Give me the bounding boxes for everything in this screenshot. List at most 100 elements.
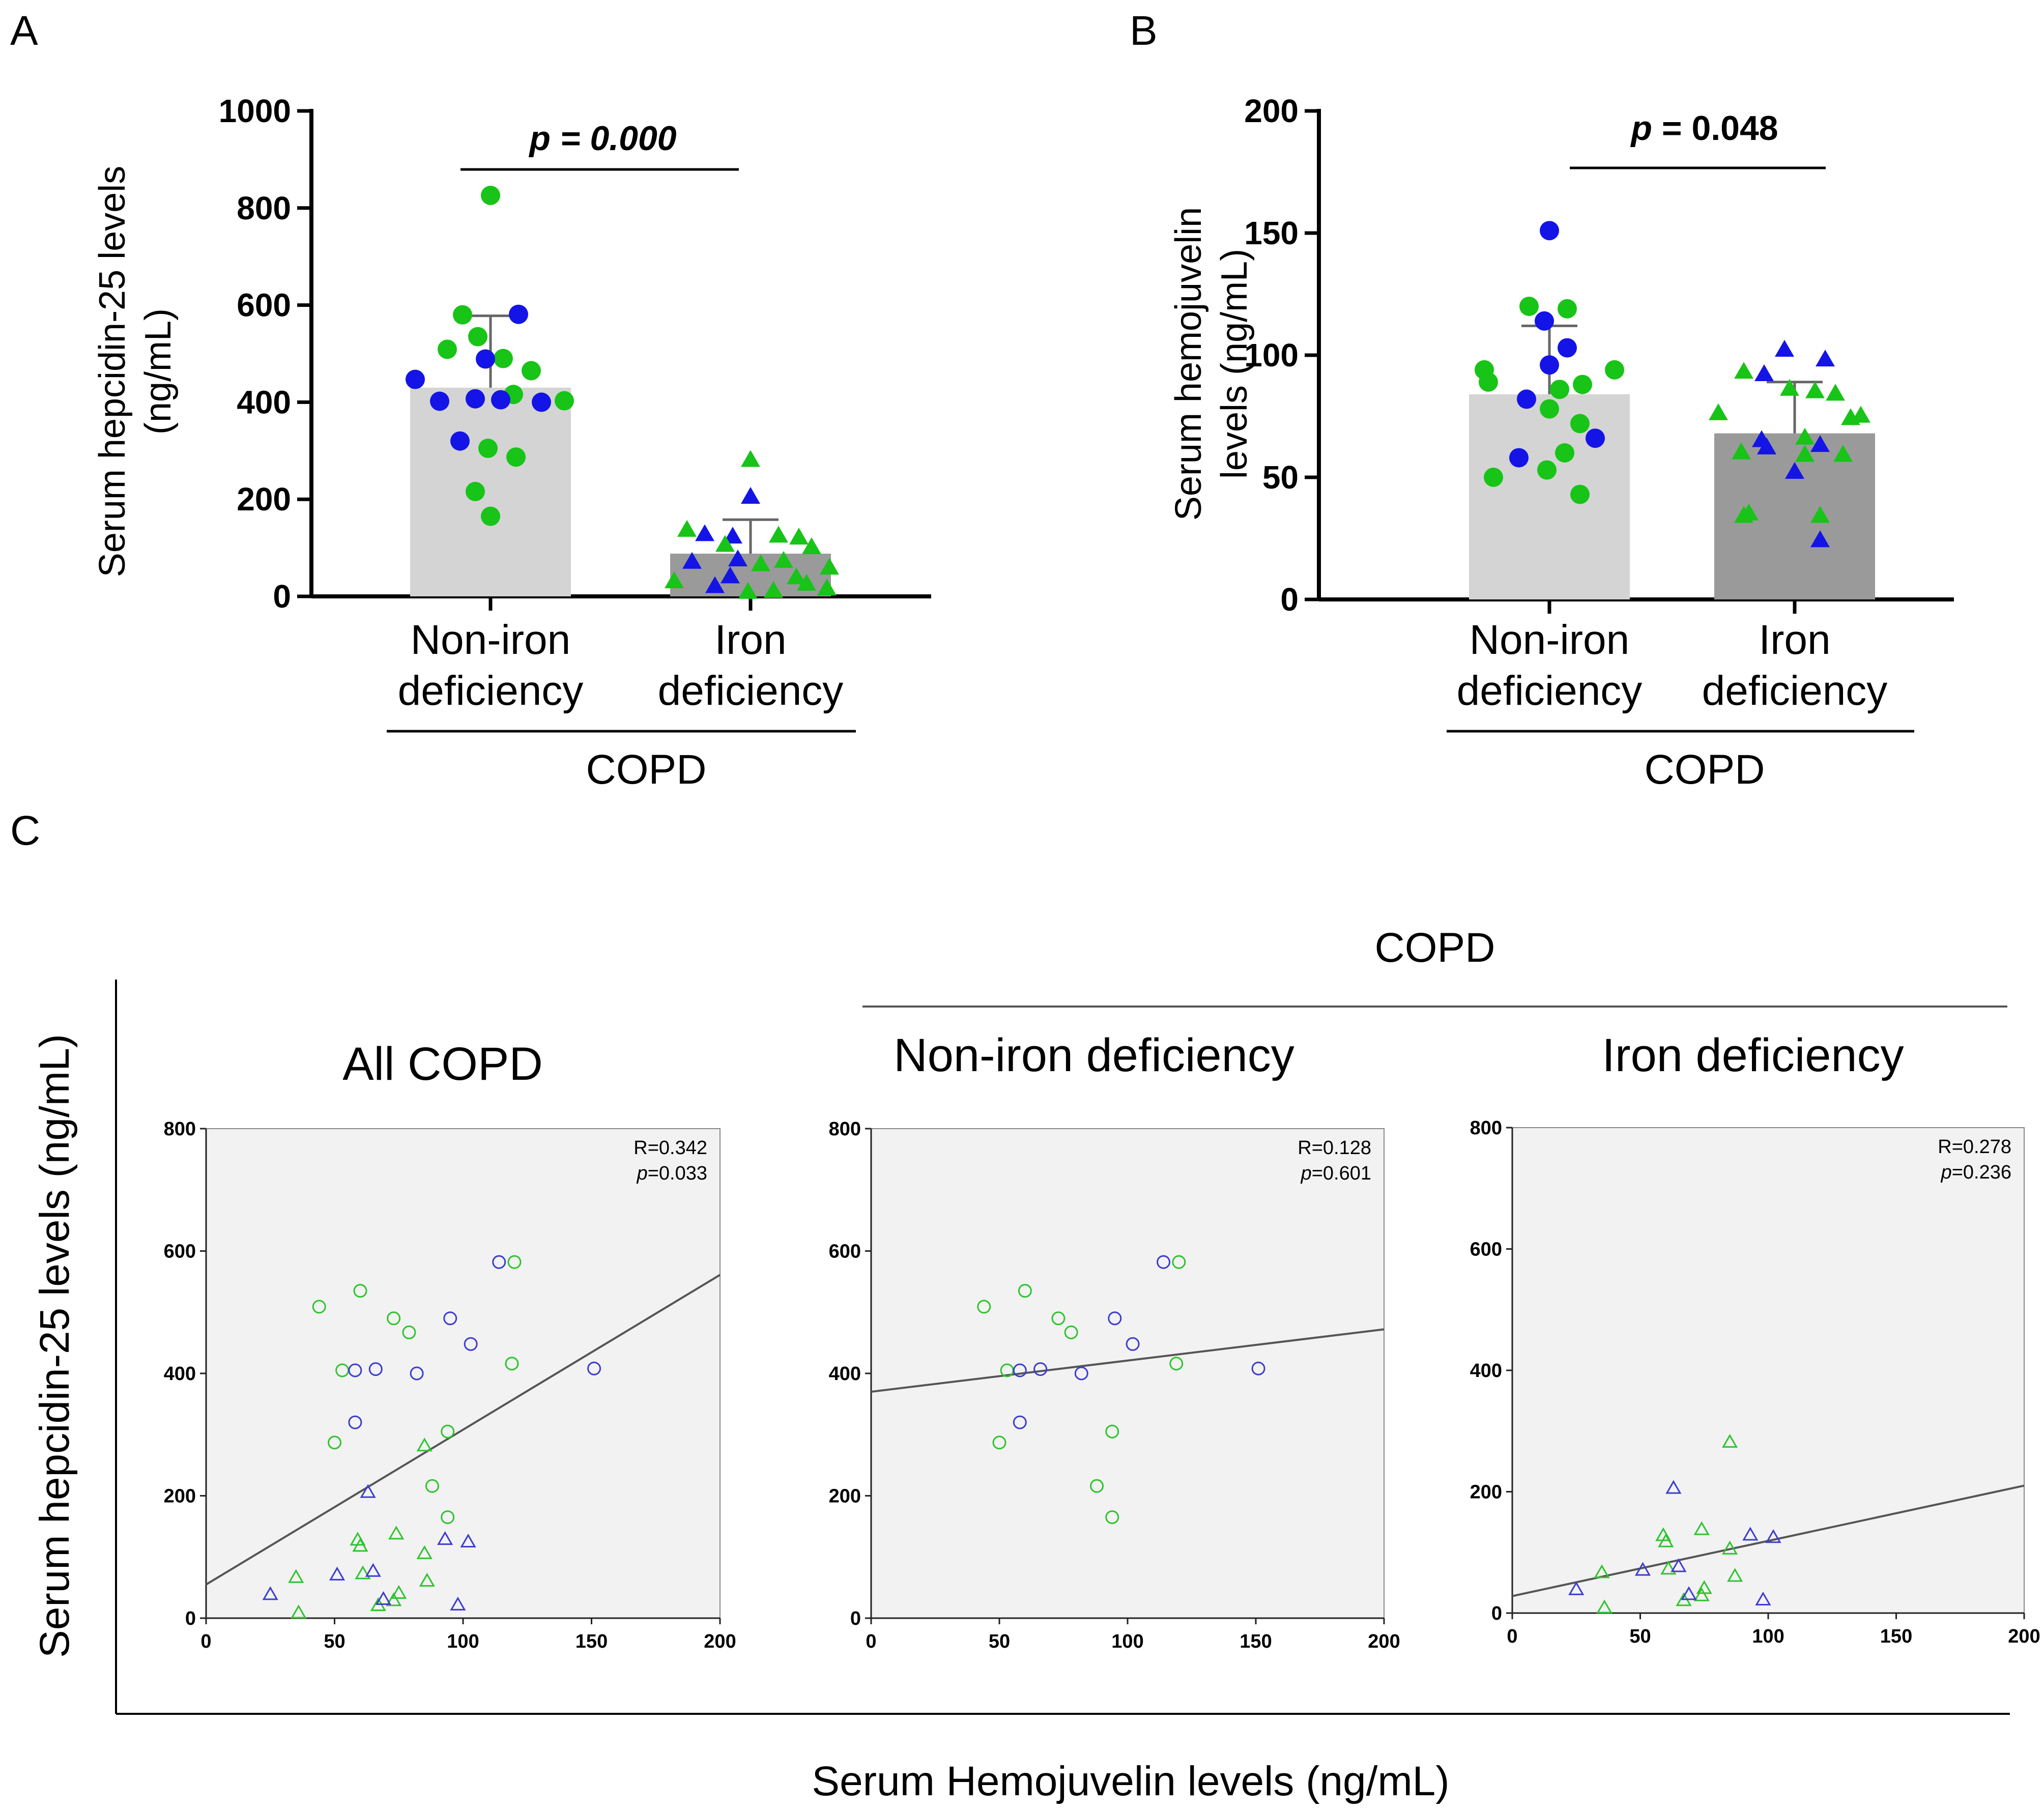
subplot-all-copd-point-triangle bbox=[262, 1586, 278, 1600]
subplot-all-copd-point-triangle bbox=[291, 1604, 307, 1619]
panel-a-ylabel-line2: (ng/mL) bbox=[138, 308, 179, 435]
subplot-all-copd-point-triangle bbox=[460, 1533, 476, 1547]
panel-a-point-group2 bbox=[723, 527, 742, 544]
panel-a-point-group1 bbox=[406, 369, 425, 389]
panel-a-point-group1 bbox=[522, 361, 541, 381]
subplot-non-iron-point-circle bbox=[1018, 1284, 1032, 1298]
panel-b-point-group1 bbox=[1573, 375, 1592, 394]
panel-a-bar-1 bbox=[410, 387, 571, 596]
panel-a-point-group1 bbox=[494, 349, 513, 368]
panel-a-point-group2 bbox=[665, 571, 684, 588]
subplot-all-copd-point-circle bbox=[348, 1415, 362, 1429]
panel-b-point-group2 bbox=[1709, 403, 1728, 420]
panel-a-point-group2 bbox=[817, 579, 837, 596]
subplot-all-copd-point-triangle bbox=[437, 1531, 453, 1545]
panel-letter-b: B bbox=[1130, 8, 1158, 54]
subplot-all-copd-ytick-label: 600 bbox=[164, 1241, 196, 1262]
panel-a-point-group2 bbox=[705, 576, 725, 593]
subplot-non-iron-r-value: R=0.128 bbox=[1298, 1137, 1371, 1159]
panel-b-bar-chart: Serum hemojuvelin levels (ng/mL) p = 0.0… bbox=[1168, 93, 1954, 793]
subplot-iron-point-triangle bbox=[1658, 1533, 1674, 1547]
subplot-non-iron-xtick-label: 200 bbox=[1368, 1631, 1400, 1652]
panel-b-point-group2 bbox=[1816, 350, 1835, 367]
subplot-all-copd-point-circle bbox=[492, 1255, 506, 1269]
subplot-non-iron-point-circle bbox=[1172, 1255, 1186, 1269]
subplot-non-iron-xtick-label: 0 bbox=[866, 1631, 876, 1652]
panel-a-point-group1 bbox=[506, 447, 526, 467]
subplot-all-copd-point-triangle bbox=[386, 1592, 402, 1606]
subplot-all-copd-point-circle bbox=[312, 1300, 326, 1314]
panel-a-point-group2 bbox=[721, 566, 740, 584]
panel-a-pvalue: p = 0.000 bbox=[528, 119, 676, 158]
subplot-iron-xtick-label: 150 bbox=[1880, 1626, 1912, 1647]
subplot-all-copd-point-triangle bbox=[355, 1565, 371, 1579]
panel-b-point-group1 bbox=[1484, 468, 1503, 487]
subplot-all-copd-point-triangle bbox=[419, 1572, 435, 1587]
subplot-non-iron-plot-area bbox=[871, 1128, 1385, 1619]
subplot-all-copd-point-circle bbox=[402, 1325, 416, 1339]
subplot-iron-ytick-label: 0 bbox=[1491, 1603, 1502, 1624]
panel-b-point-group2 bbox=[1833, 445, 1853, 462]
panel-a-point-group2 bbox=[769, 526, 788, 543]
subplot-iron-point-triangle bbox=[1568, 1581, 1585, 1595]
panel-b-point-group2 bbox=[1795, 427, 1815, 445]
subplot-non-iron-ytick-label: 200 bbox=[829, 1486, 861, 1507]
panel-a-point-group2 bbox=[797, 573, 816, 591]
panel-a-ytick-label: 0 bbox=[273, 578, 291, 615]
panel-b-cat1-line2: deficiency bbox=[1457, 668, 1643, 714]
panel-b-ytick-label: 150 bbox=[1244, 215, 1299, 251]
subplot-iron-ytick-label: 800 bbox=[1470, 1117, 1502, 1139]
panel-b-point-group1 bbox=[1586, 428, 1605, 448]
subplot-iron-p-value: p=0.236 bbox=[1941, 1162, 2011, 1183]
panel-b-cat2-line2: deficiency bbox=[1702, 668, 1888, 714]
subplot-iron-ytick-label: 600 bbox=[1470, 1239, 1502, 1260]
panel-a-point-group1 bbox=[481, 506, 500, 526]
panel-b-point-group2 bbox=[1775, 339, 1794, 357]
subplot-non-iron-point-circle bbox=[1108, 1311, 1122, 1326]
panel-a-point-group1 bbox=[509, 304, 528, 324]
subplot-all-copd-point-circle bbox=[328, 1435, 341, 1450]
subplot-all-copd-point-triangle bbox=[352, 1538, 368, 1552]
panel-a-point-group1 bbox=[468, 327, 487, 347]
subplot-iron-point-triangle bbox=[1596, 1599, 1613, 1614]
subplot-non-iron-p-value: p=0.601 bbox=[1301, 1163, 1371, 1184]
panel-a-point-group1 bbox=[532, 392, 551, 412]
subplot-non-iron-point-circle bbox=[992, 1435, 1006, 1450]
subplot-non-iron-xtick-label: 150 bbox=[1240, 1631, 1272, 1652]
panel-c-ylabel: Serum hepcidin-25 levels (ng/mL) bbox=[32, 1034, 78, 1658]
subplot-all-copd-point-circle bbox=[353, 1284, 367, 1298]
panel-b-ytick-label: 100 bbox=[1244, 337, 1299, 374]
subplot-all-copd-point-circle bbox=[587, 1361, 601, 1375]
panel-b-point-group2 bbox=[1805, 381, 1825, 398]
subplot-non-iron-xtick-label: 50 bbox=[989, 1631, 1010, 1652]
subplot-all-copd-point-triangle bbox=[416, 1545, 433, 1559]
panel-a-ylabel-line1: Serum hepcidin-25 levels bbox=[92, 166, 133, 577]
panel-letter-c: C bbox=[10, 808, 40, 854]
subplot-iron-point-triangle bbox=[1721, 1433, 1738, 1448]
subplot-non-iron-point-circle bbox=[1090, 1479, 1104, 1493]
panel-a-ytick-label: 200 bbox=[237, 481, 291, 518]
panel-b-ytick-label: 200 bbox=[1244, 93, 1299, 129]
subplot-all-copd-point-triangle bbox=[288, 1569, 304, 1583]
panel-a-cat2-line1: Iron bbox=[714, 617, 786, 663]
panel-a-point-group2 bbox=[728, 549, 747, 567]
subplot-non-iron-xtick-label: 100 bbox=[1111, 1631, 1143, 1652]
panel-b-group-label: COPD bbox=[1645, 746, 1765, 793]
panel-b-ylabel-line1: Serum hemojuvelin bbox=[1168, 207, 1209, 521]
subplot-all-copd-point-circle bbox=[505, 1357, 519, 1371]
panel-a-point-group2 bbox=[774, 551, 793, 568]
subplot-iron-point-triangle bbox=[1665, 1480, 1682, 1494]
panel-b-point-group2 bbox=[1754, 364, 1774, 381]
panel-b-point-group1 bbox=[1570, 414, 1590, 434]
subplot-non-iron-ytick-label: 600 bbox=[829, 1241, 861, 1262]
panel-b-ytick-label: 0 bbox=[1280, 581, 1299, 618]
panel-b-pvalue: p = 0.048 bbox=[1630, 109, 1778, 148]
subplot-all-copd-point-circle bbox=[441, 1510, 455, 1525]
panel-a-point-group1 bbox=[491, 390, 510, 410]
panel-c-group-label: COPD bbox=[1375, 925, 1495, 971]
panel-b-point-group1 bbox=[1555, 443, 1574, 463]
panel-a-point-group1 bbox=[481, 185, 500, 205]
panel-a-point-group1 bbox=[478, 439, 498, 458]
subplot-non-iron-point-circle bbox=[1169, 1357, 1184, 1371]
subplot-iron-point-triangle bbox=[1634, 1562, 1651, 1576]
